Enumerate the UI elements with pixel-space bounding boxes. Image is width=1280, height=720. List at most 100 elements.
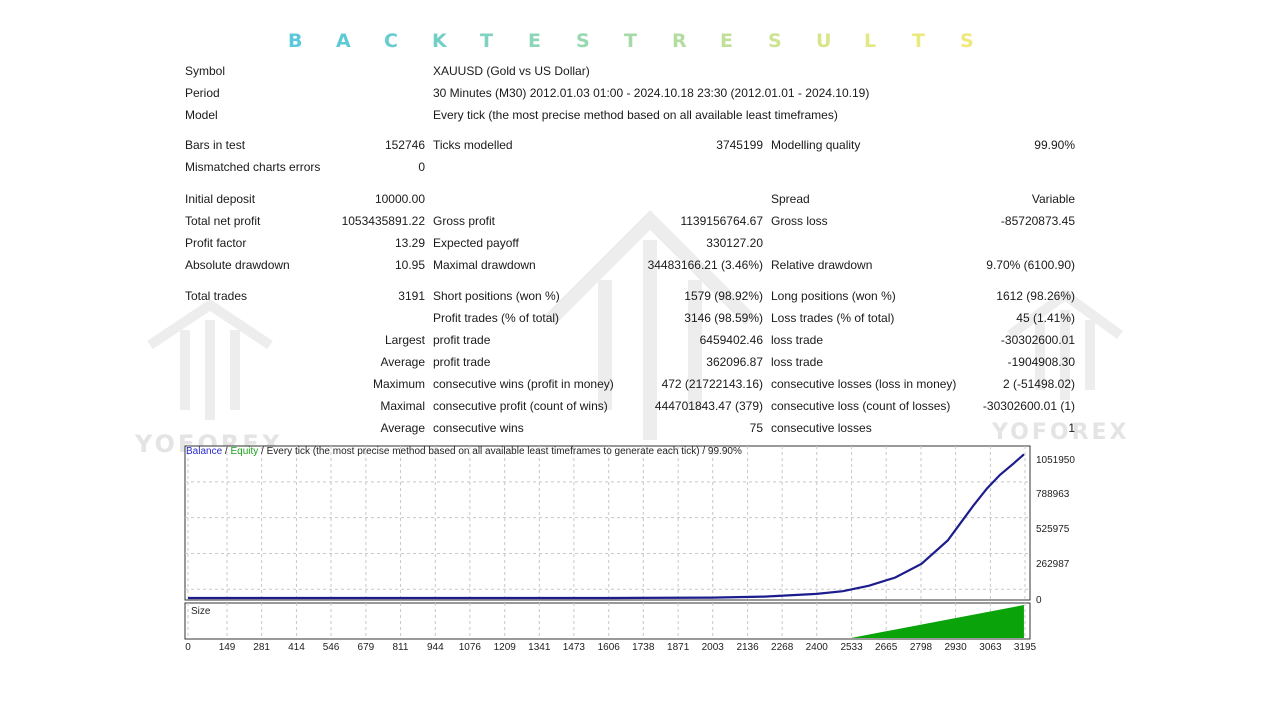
x-tick-label: 1076 [458, 642, 481, 653]
title-letter: C [384, 30, 398, 52]
period-label: Period [185, 86, 220, 100]
maximal-consecutive-profit-value: 444701843.47 (379) [654, 399, 763, 413]
modelling-quality-value: 99.90% [1034, 138, 1075, 152]
loss-trades-label: Loss trades (% of total) [771, 311, 895, 325]
profit-factor-value: 13.29 [394, 236, 425, 250]
x-tick-label: 414 [288, 642, 305, 653]
x-tick-label: 1341 [528, 642, 551, 653]
model-value: Every tick (the most precise method base… [433, 108, 838, 122]
largest-loss-value: -30302600.01 [1000, 333, 1075, 347]
avg-consecutive-wins-label: consecutive wins [433, 421, 524, 435]
title-letter: E [720, 30, 733, 52]
x-tick-label: 2665 [875, 642, 898, 653]
average-profit-label: profit trade [433, 355, 491, 369]
net-profit-value: 1053435891.22 [341, 214, 425, 228]
net-profit-label: Total net profit [185, 214, 261, 228]
profit-trades-value: 3146 (98.59%) [684, 311, 763, 325]
title-letter: U [816, 30, 832, 52]
x-tick-label: 1606 [597, 642, 620, 653]
report-stats: Symbol XAUUSD (Gold vs US Dollar) Period… [185, 64, 1075, 435]
x-tick-label: 944 [426, 642, 444, 653]
y-tick-label: 0 [1036, 595, 1042, 606]
short-positions-label: Short positions (won %) [433, 289, 560, 303]
title-letter: S [768, 30, 782, 52]
title-letter: A [336, 30, 351, 52]
maximal-drawdown-value: 34483166.21 (3.46%) [647, 258, 763, 272]
x-tick-label: 811 [392, 642, 409, 653]
x-tick-label: 1871 [667, 642, 690, 653]
symbol-label: Symbol [185, 64, 226, 78]
average-profit-value: 362096.87 [706, 355, 763, 369]
spread-value: Variable [1031, 192, 1075, 206]
title-letter: E [528, 30, 541, 52]
x-tick-label: 3063 [979, 642, 1002, 653]
expected-payoff-label: Expected payoff [433, 236, 519, 250]
largest-loss-label: loss trade [771, 333, 824, 347]
gross-loss-label: Gross loss [771, 214, 828, 228]
spread-label: Spread [771, 192, 810, 206]
gross-profit-label: Gross profit [433, 214, 496, 228]
y-tick-label: 525975 [1036, 524, 1070, 535]
x-tick-label: 2930 [944, 642, 967, 653]
max-consecutive-wins-label: consecutive wins (profit in money) [433, 377, 614, 391]
absolute-drawdown-label: Absolute drawdown [185, 258, 290, 272]
period-value: 30 Minutes (M30) 2012.01.03 01:00 - 2024… [433, 86, 870, 100]
maximal-consecutive-loss-label: consecutive loss (count of losses) [771, 399, 951, 413]
legend-description: / Every tick (the most precise method ba… [258, 446, 742, 457]
title-letter: T [624, 30, 637, 52]
x-tick-label: 2268 [771, 642, 794, 653]
average-label: Average [380, 355, 425, 369]
x-tick-label: 2003 [701, 642, 724, 653]
max-consecutive-losses-label: consecutive losses (loss in money) [771, 377, 957, 391]
average-consecutive-label: Average [380, 421, 425, 435]
modelling-quality-label: Modelling quality [771, 138, 861, 152]
largest-profit-label: profit trade [433, 333, 491, 347]
title-letter: K [432, 30, 447, 52]
relative-drawdown-value: 9.70% (6100.90) [986, 258, 1075, 272]
mismatched-label: Mismatched charts errors [185, 160, 321, 174]
x-tick-label: 2533 [840, 642, 863, 653]
profit-trades-label: Profit trades (% of total) [433, 311, 560, 325]
x-tick-label: 3195 [1013, 642, 1037, 653]
y-tick-label: 262987 [1036, 559, 1070, 570]
mismatched-value: 0 [418, 160, 425, 174]
x-tick-label: 2400 [805, 642, 828, 653]
long-positions-value: 1612 (98.26%) [996, 289, 1075, 303]
title-letter: B [288, 30, 303, 52]
x-tick-label: 281 [253, 642, 270, 653]
x-tick-label: 546 [322, 642, 340, 653]
long-positions-label: Long positions (won %) [771, 289, 896, 303]
title-letter: S [576, 30, 590, 52]
relative-drawdown-label: Relative drawdown [771, 258, 873, 272]
legend-separator: / [222, 446, 231, 457]
x-tick-label: 679 [357, 642, 375, 653]
initial-deposit-label: Initial deposit [185, 192, 256, 206]
gross-profit-value: 1139156764.67 [680, 214, 763, 228]
chart-legend: Balance / Equity / Every tick (the most … [186, 446, 742, 457]
y-tick-label: 788963 [1036, 489, 1070, 500]
maximal-consecutive-profit-label: consecutive profit (count of wins) [433, 399, 608, 413]
largest-profit-value: 6459402.46 [699, 333, 763, 347]
initial-deposit-value: 10000.00 [374, 192, 425, 206]
avg-consecutive-losses-label: consecutive losses [771, 421, 872, 435]
x-tick-label: 2798 [909, 642, 933, 653]
ticks-modelled-value: 3745199 [716, 138, 763, 152]
title-letter: S [960, 30, 974, 52]
maximal-label: Maximal [380, 399, 425, 413]
x-tick-label: 1209 [493, 642, 516, 653]
avg-consecutive-wins-value: 75 [749, 421, 763, 435]
bars-in-test-label: Bars in test [185, 138, 246, 152]
x-tick-label: 1738 [632, 642, 655, 653]
average-loss-value: -1904908.30 [1007, 355, 1075, 369]
gross-loss-value: -85720873.45 [1000, 214, 1075, 228]
balance-line [188, 453, 1025, 600]
title-letter: R [672, 30, 687, 52]
x-tick-label: 1473 [562, 642, 585, 653]
maximal-drawdown-label: Maximal drawdown [433, 258, 536, 272]
short-positions-value: 1579 (98.92%) [684, 289, 763, 303]
symbol-value: XAUUSD (Gold vs US Dollar) [433, 64, 590, 78]
expected-payoff-value: 330127.20 [706, 236, 763, 250]
maximal-consecutive-loss-value: -30302600.01 (1) [982, 399, 1075, 413]
largest-label: Largest [384, 333, 425, 347]
